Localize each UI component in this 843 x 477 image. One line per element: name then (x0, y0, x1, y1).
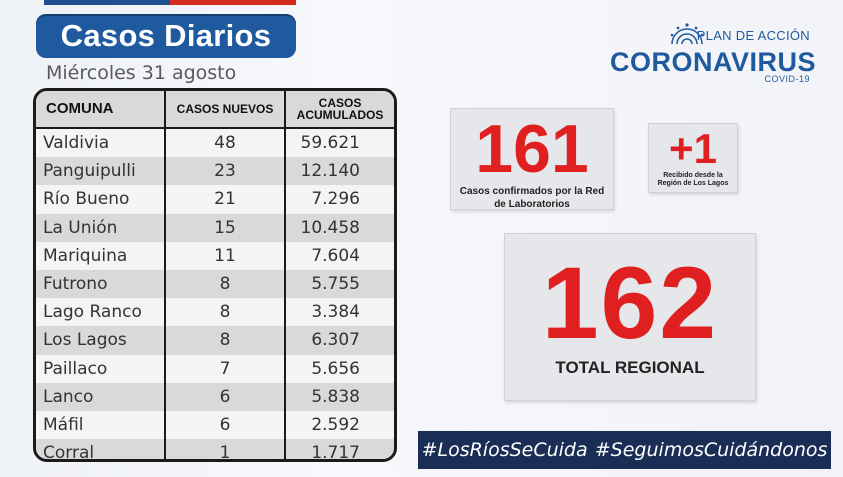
comuna-cell: Futrono (36, 269, 166, 299)
coronavirus-logo: PLAN DE ACCIÓN CORONAVIRUS COVID-19 (608, 22, 817, 86)
casos-nuevos-cell: 48 (165, 128, 286, 158)
received-cases-value: +1 (669, 125, 717, 172)
casos-acumulados-cell: 5.656 (285, 354, 394, 383)
hashtag-bar: #LosRíosSeCuida #SeguimosCuidándonos (418, 431, 831, 469)
casos-nuevos-cell: 8 (165, 298, 286, 327)
casos-nuevos-cell: 8 (165, 269, 286, 299)
table-row: Panguipulli 23 12.140 (36, 157, 394, 186)
comuna-cell: Corral (36, 439, 166, 459)
confirmed-cases-value: 161 (475, 111, 589, 187)
received-cases-caption: Recibido desde la Región de Los Lagos (657, 172, 729, 187)
casos-acumulados-cell: 7.604 (285, 241, 394, 270)
logo-covid-text: COVID-19 (764, 74, 810, 84)
table-row: Valdivia 48 59.621 (36, 128, 394, 158)
comuna-cell: Máfil (36, 410, 166, 440)
casos-nuevos-cell: 6 (165, 410, 286, 440)
comuna-cell: Los Lagos (36, 326, 166, 355)
casos-nuevos-cell: 11 (165, 241, 286, 270)
flag-blue (44, 0, 170, 5)
header-casos-nuevos: CASOS NUEVOS (165, 91, 286, 129)
hashtag-seguimos: #SeguimosCuidándonos (594, 439, 828, 461)
comuna-cell: Panguipulli (36, 157, 166, 186)
government-emblem-icon (670, 23, 704, 45)
table-row: Corral 1 1.717 (36, 439, 394, 459)
table-row: Lanco 6 5.838 (36, 382, 394, 411)
received-cases-card: +1 Recibido desde la Región de Los Lagos (648, 123, 738, 193)
table-row: Los Lagos 8 6.307 (36, 326, 394, 355)
table-header-row: COMUNA CASOS NUEVOS CASOS ACUMULADOS (36, 91, 394, 129)
comuna-cell: Mariquina (36, 241, 166, 270)
comuna-cell: Lanco (36, 382, 166, 411)
casos-acumulados-cell: 5.838 (285, 382, 394, 411)
casos-acumulados-cell: 59.621 (285, 128, 394, 158)
casos-nuevos-cell: 23 (165, 157, 286, 186)
report-date: Miércoles 31 agosto (46, 62, 237, 84)
casos-nuevos-cell: 21 (165, 185, 286, 214)
flag-stripe (44, 0, 296, 5)
confirmed-cases-card: 161 Casos confirmados por la Red de Labo… (450, 108, 614, 210)
casos-acumulados-cell: 5.755 (285, 269, 394, 299)
casos-acumulados-cell: 12.140 (285, 157, 394, 186)
logo-coronavirus-text: CORONAVIRUS (610, 47, 817, 77)
casos-acumulados-cell: 10.458 (285, 213, 394, 242)
table-row: Mariquina 11 7.604 (36, 241, 394, 270)
total-regional-card: 162 TOTAL REGIONAL (504, 233, 756, 401)
table-row: Paillaco 7 5.656 (36, 354, 394, 383)
casos-nuevos-cell: 6 (165, 382, 286, 411)
casos-nuevos-cell: 1 (165, 439, 286, 459)
casos-acumulados-cell: 1.717 (285, 439, 394, 459)
casos-nuevos-cell: 15 (165, 213, 286, 242)
cases-table: COMUNA CASOS NUEVOS CASOS ACUMULADOS Val… (33, 88, 397, 462)
casos-acumulados-cell: 3.384 (285, 298, 394, 327)
header-comuna: COMUNA (36, 91, 166, 129)
casos-acumulados-cell: 7.296 (285, 185, 394, 214)
casos-acumulados-cell: 2.592 (285, 410, 394, 440)
logo-plan-text: PLAN DE ACCIÓN (696, 28, 810, 43)
total-regional-value: 162 (541, 246, 719, 360)
table-row: Futrono 8 5.755 (36, 269, 394, 299)
table-row: Río Bueno 21 7.296 (36, 185, 394, 214)
comuna-cell: Lago Ranco (36, 298, 166, 327)
page-title: Casos Diarios (36, 14, 296, 58)
header-casos-acumulados: CASOS ACUMULADOS (285, 91, 394, 129)
flag-red (170, 0, 296, 5)
casos-nuevos-cell: 8 (165, 326, 286, 355)
casos-acumulados-cell: 6.307 (285, 326, 394, 355)
comuna-cell: Valdivia (36, 128, 166, 158)
table-row: Lago Ranco 8 3.384 (36, 298, 394, 327)
total-regional-caption: TOTAL REGIONAL (555, 358, 705, 377)
confirmed-cases-caption: Casos confirmados por la Red de Laborato… (459, 186, 605, 210)
hashtag-los-rios: #LosRíosSeCuida (421, 439, 588, 461)
comuna-cell: Paillaco (36, 354, 166, 383)
casos-nuevos-cell: 7 (165, 354, 286, 383)
table-row: Máfil 6 2.592 (36, 410, 394, 440)
comuna-cell: La Unión (36, 213, 166, 242)
table-row: La Unión 15 10.458 (36, 213, 394, 242)
comuna-cell: Río Bueno (36, 185, 166, 214)
